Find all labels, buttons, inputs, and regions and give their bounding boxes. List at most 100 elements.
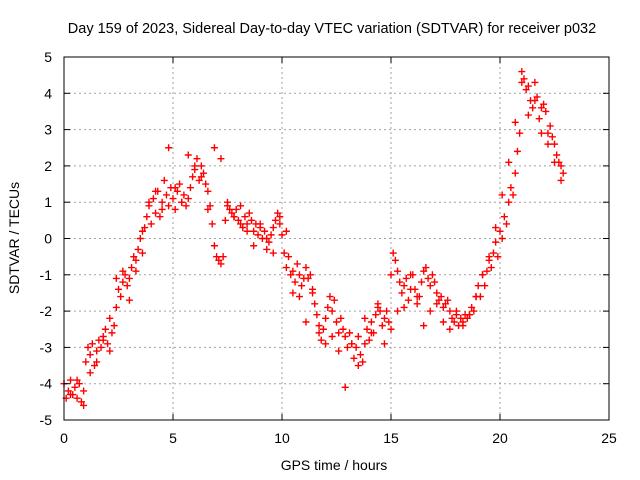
data-point xyxy=(457,314,465,322)
data-point xyxy=(387,325,395,333)
data-point xyxy=(551,158,558,166)
data-point xyxy=(282,264,290,272)
data-point xyxy=(518,68,526,76)
data-point xyxy=(149,195,157,203)
data-point xyxy=(88,340,96,348)
data-point xyxy=(520,75,528,83)
data-point xyxy=(391,256,399,264)
data-point xyxy=(191,162,199,170)
data-point xyxy=(487,264,495,272)
data-point xyxy=(431,278,439,286)
data-point xyxy=(407,271,415,279)
data-point xyxy=(489,249,497,257)
data-point xyxy=(418,278,426,286)
data-point xyxy=(553,151,561,159)
data-point xyxy=(404,296,412,304)
data-point xyxy=(112,303,120,311)
data-point xyxy=(141,224,149,232)
data-point xyxy=(322,340,330,348)
data-point xyxy=(496,227,504,235)
data-point xyxy=(237,220,245,228)
data-point xyxy=(335,347,343,355)
data-point xyxy=(544,140,552,148)
data-point xyxy=(324,303,332,311)
data-point xyxy=(295,293,303,301)
data-point xyxy=(97,343,105,351)
data-point xyxy=(261,227,269,235)
data-point xyxy=(75,380,83,388)
data-point xyxy=(402,274,410,282)
data-point xyxy=(537,104,545,112)
data-point xyxy=(169,195,177,203)
data-point xyxy=(245,209,253,217)
data-point xyxy=(217,155,225,163)
data-point xyxy=(465,311,473,319)
data-point xyxy=(389,249,397,257)
data-point xyxy=(354,333,362,341)
data-point xyxy=(119,267,127,275)
data-point xyxy=(509,191,517,199)
chart-title: Day 159 of 2023, Sidereal Day-to-day VTE… xyxy=(68,21,596,37)
data-point xyxy=(446,325,454,333)
data-point xyxy=(269,249,277,257)
y-axis-label: SDTVAR / TECUs xyxy=(6,182,22,294)
data-point xyxy=(243,220,251,228)
data-point xyxy=(328,307,336,315)
data-point xyxy=(354,362,362,370)
data-point xyxy=(145,198,153,206)
data-point xyxy=(531,97,539,105)
data-point xyxy=(93,358,101,366)
data-point xyxy=(428,271,436,279)
data-point xyxy=(263,245,271,253)
data-point xyxy=(276,213,284,221)
data-point xyxy=(210,242,218,250)
x-axis-label: GPS time / hours xyxy=(281,457,388,473)
data-point xyxy=(289,289,297,297)
data-point xyxy=(439,318,447,326)
data-point xyxy=(380,314,388,322)
y-tick-label: -1 xyxy=(40,267,53,283)
data-point xyxy=(101,325,109,333)
data-point xyxy=(171,205,179,213)
data-point xyxy=(180,191,188,199)
data-point xyxy=(158,198,166,206)
data-point xyxy=(424,274,432,282)
data-point xyxy=(361,340,369,348)
data-point xyxy=(184,195,192,203)
data-point xyxy=(557,162,565,170)
data-point xyxy=(276,220,284,228)
data-point xyxy=(291,278,299,286)
data-point xyxy=(221,216,229,224)
data-point xyxy=(165,202,173,210)
data-point xyxy=(387,271,395,279)
data-point xyxy=(330,296,338,304)
data-point xyxy=(352,343,360,351)
data-point xyxy=(110,322,118,330)
data-point xyxy=(138,249,146,257)
data-point xyxy=(162,191,170,199)
data-point xyxy=(73,376,81,384)
data-point xyxy=(548,133,556,141)
data-point xyxy=(311,300,319,308)
data-point xyxy=(383,307,391,315)
data-point xyxy=(204,205,212,213)
data-point xyxy=(313,311,321,319)
data-point xyxy=(315,322,323,330)
data-point xyxy=(186,184,194,192)
data-point xyxy=(505,158,513,166)
data-point xyxy=(363,325,371,333)
data-point xyxy=(250,242,258,250)
data-point xyxy=(304,274,312,282)
data-point xyxy=(280,249,288,257)
x-tick-label: 0 xyxy=(60,430,68,446)
data-point xyxy=(485,253,493,261)
data-point xyxy=(413,300,421,308)
data-point xyxy=(524,111,532,119)
data-point xyxy=(492,238,500,246)
data-point xyxy=(385,318,393,326)
data-point xyxy=(219,253,227,261)
data-point xyxy=(160,176,168,184)
data-point xyxy=(197,162,205,170)
data-point xyxy=(426,307,434,315)
